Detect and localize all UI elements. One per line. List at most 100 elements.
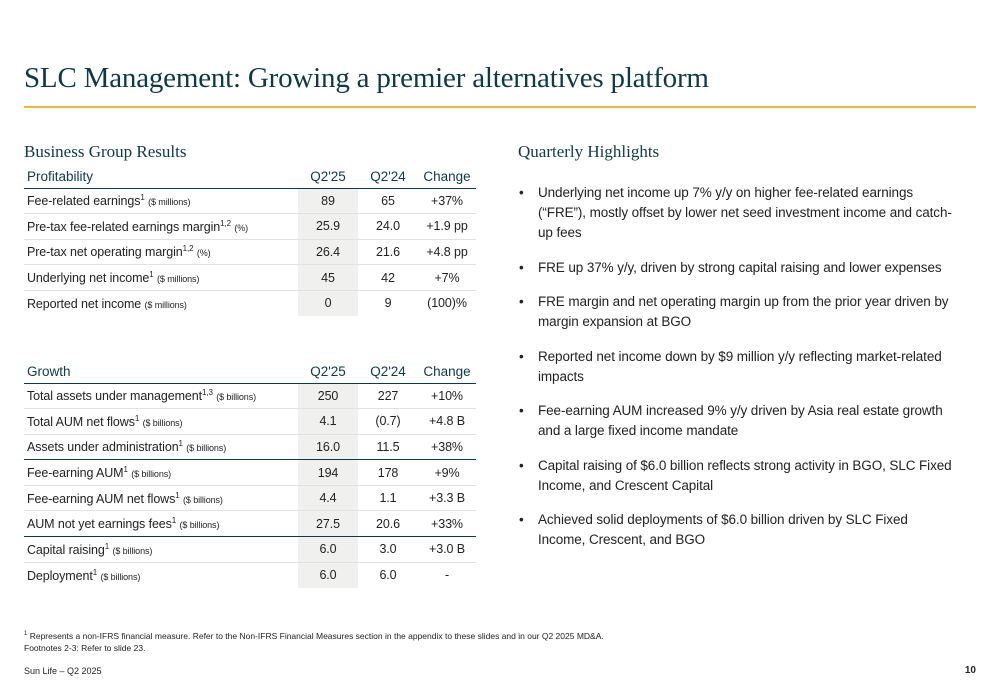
table-row: Deployment1 ($ billions) 6.0 6.0-	[24, 562, 476, 588]
highlight-item: FRE margin and net operating margin up f…	[516, 292, 956, 332]
row-label-text: Capital raising	[27, 542, 105, 557]
table-row: AUM not yet earnings fees1 ($ billions) 2…	[24, 510, 476, 538]
row-value-current: 6.0	[298, 536, 358, 563]
row-value-change: (100)%	[427, 296, 467, 311]
row-value-prior: 9	[384, 296, 392, 311]
row-label-footnote: 1	[92, 567, 98, 577]
table-row: Assets under administration1 ($ billions…	[24, 434, 476, 461]
row-label-unit: ($ millions)	[148, 197, 191, 208]
row-value-change: +3.0 B	[418, 536, 476, 563]
profitability-header-row: Profitability Q2'25 Q2'24 Change	[24, 166, 476, 189]
profitability-header-prev: Q2'24	[358, 166, 418, 189]
highlight-item: Achieved solid deployments of $6.0 billi…	[516, 510, 956, 550]
row-value-current: 6.0	[298, 562, 358, 588]
footnote-1-text: Represents a non-IFRS financial measure.…	[27, 631, 604, 641]
row-label-footnote: 1,3	[201, 388, 213, 398]
row-label-text: Fee-earning AUM	[27, 466, 124, 481]
row-label-text: Pre-tax net operating margin	[27, 245, 183, 260]
row-value-current: 0	[298, 290, 358, 316]
row-label: Capital raising1 ($ billions)	[24, 536, 298, 563]
title-divider	[24, 106, 976, 108]
table-row: Capital raising1 ($ billions) 6.0 3.0 +3.0 …	[24, 536, 476, 563]
growth-table: Growth Q2'25 Q2'24 Change Total assets u…	[24, 361, 476, 588]
row-label-unit: ($ billions)	[179, 520, 220, 531]
growth-header-cur: Q2'25	[298, 361, 358, 384]
row-label-unit: ($ millions)	[157, 274, 200, 285]
highlight-item: Underlying net income up 7% y/y on highe…	[516, 183, 956, 243]
row-label-footnote: 1,2	[182, 244, 194, 254]
footnote-2: Footnotes 2-3: Refer to slide 23.	[24, 643, 146, 653]
profitability-table: Profitability Q2'25 Q2'24 Change Fee-rel…	[24, 166, 476, 316]
row-value-change: +3.3 B	[418, 485, 476, 512]
table-row: Pre-tax net operating margin1,2 (%) 26.4 2…	[24, 239, 476, 266]
row-label: Fee-earning AUM net flows1 ($ billions)	[24, 485, 298, 512]
row-label: Total assets under management1,3 ($ bill…	[24, 383, 298, 410]
footnote-1-marker: 1	[24, 631, 28, 638]
page-number: 10	[964, 665, 976, 676]
row-label-unit: ($ billions)	[186, 443, 227, 454]
row-value-current: 4.4	[298, 485, 358, 512]
profitability-header-cur: Q2'25	[298, 166, 358, 189]
row-label-footnote: 1	[149, 270, 154, 279]
row-label-unit: ($ billions)	[183, 494, 223, 505]
highlight-item: Capital raising of $6.0 billion reflects…	[516, 456, 956, 496]
row-label-text: Total assets under management	[27, 389, 202, 404]
row-value-prior: 3.0	[358, 536, 418, 563]
row-value-current: 45	[298, 264, 358, 291]
row-label-text: Fee-earning AUM net flows	[27, 491, 176, 506]
row-label-unit: ($ billions)	[112, 545, 153, 556]
row-value-prior: 178	[358, 459, 418, 486]
profitability-header-label: Profitability	[24, 166, 298, 189]
row-value-change: +4.8 B	[418, 408, 476, 435]
row-value-prior: 65	[358, 188, 418, 215]
row-label: Fee-earning AUM1 ($ billions)	[24, 459, 298, 486]
row-label: AUM not yet earnings fees1 ($ billions)	[24, 510, 298, 538]
row-label-text: Fee-related earnings	[27, 194, 141, 209]
growth-header-chg: Change	[418, 361, 476, 384]
row-value-change: +7%	[418, 264, 476, 291]
row-label-text: Assets under administration	[27, 440, 179, 455]
row-label-unit: (%)	[196, 248, 211, 259]
row-value-current: 89	[298, 188, 358, 215]
table-row: Fee-earning AUM net flows1 ($ billions) 4…	[24, 485, 476, 512]
row-value-prior: 1.1	[358, 485, 418, 512]
growth-header-label: Growth	[24, 361, 298, 384]
row-label-text: Total AUM net flows	[27, 414, 135, 429]
row-label: Underlying net income1 ($ millions)	[24, 264, 298, 291]
highlight-item: FRE up 37% y/y, driven by strong capital…	[516, 258, 956, 278]
row-value-change: +37%	[418, 188, 476, 215]
footer-label: Sun Life – Q2 2025	[24, 666, 102, 676]
row-label-footnote: 1	[104, 541, 110, 551]
row-label-footnote: 1,2	[220, 218, 231, 228]
growth-header-row: Growth Q2'25 Q2'24 Change	[24, 361, 476, 384]
row-label-footnote: 1	[171, 516, 177, 526]
row-label: Deployment1 ($ billions)	[24, 562, 298, 588]
row-value-current: 4.1	[298, 408, 358, 435]
row-label-text: Underlying net income	[27, 271, 150, 286]
row-label-footnote: 1	[140, 193, 145, 203]
row-label-text: Pre-tax fee-related earnings margin	[27, 219, 221, 234]
row-label: Pre-tax net operating margin1,2 (%)	[24, 239, 298, 266]
row-value-change: +33%	[418, 510, 476, 538]
row-value-change: +4.8 pp	[418, 239, 476, 266]
table-row: Fee-related earnings1 ($ millions) 89 65 +3…	[24, 188, 476, 215]
row-value-prior: 20.6	[358, 510, 418, 538]
row-label-footnote: 1	[178, 439, 183, 449]
row-value-prior: (0.7)	[358, 408, 418, 435]
row-value-current: 16.0	[298, 434, 358, 461]
row-value-prior: 21.6	[358, 239, 418, 266]
highlight-item: Reported net income down by $9 million y…	[516, 347, 956, 387]
highlights-list: Underlying net income up 7% y/y on highe…	[516, 183, 956, 565]
row-label: Fee-related earnings1 ($ millions)	[24, 188, 298, 215]
row-value-current: 27.5	[298, 510, 358, 538]
table-row: Pre-tax fee-related earnings margin1,2 (…	[24, 213, 476, 240]
row-label-unit: ($ billions)	[142, 417, 183, 428]
footnote-1: 1 Represents a non-IFRS financial measur…	[24, 631, 604, 641]
row-label-footnote: 1	[123, 465, 128, 474]
row-value-change: +10%	[418, 383, 476, 410]
row-label-unit: ($ billions)	[100, 571, 141, 582]
row-value-prior: 6.0	[379, 568, 397, 583]
page-title: SLC Management: Growing a premier altern…	[24, 62, 709, 94]
row-value-current: 194	[298, 459, 358, 486]
profitability-header-chg: Change	[418, 166, 476, 189]
